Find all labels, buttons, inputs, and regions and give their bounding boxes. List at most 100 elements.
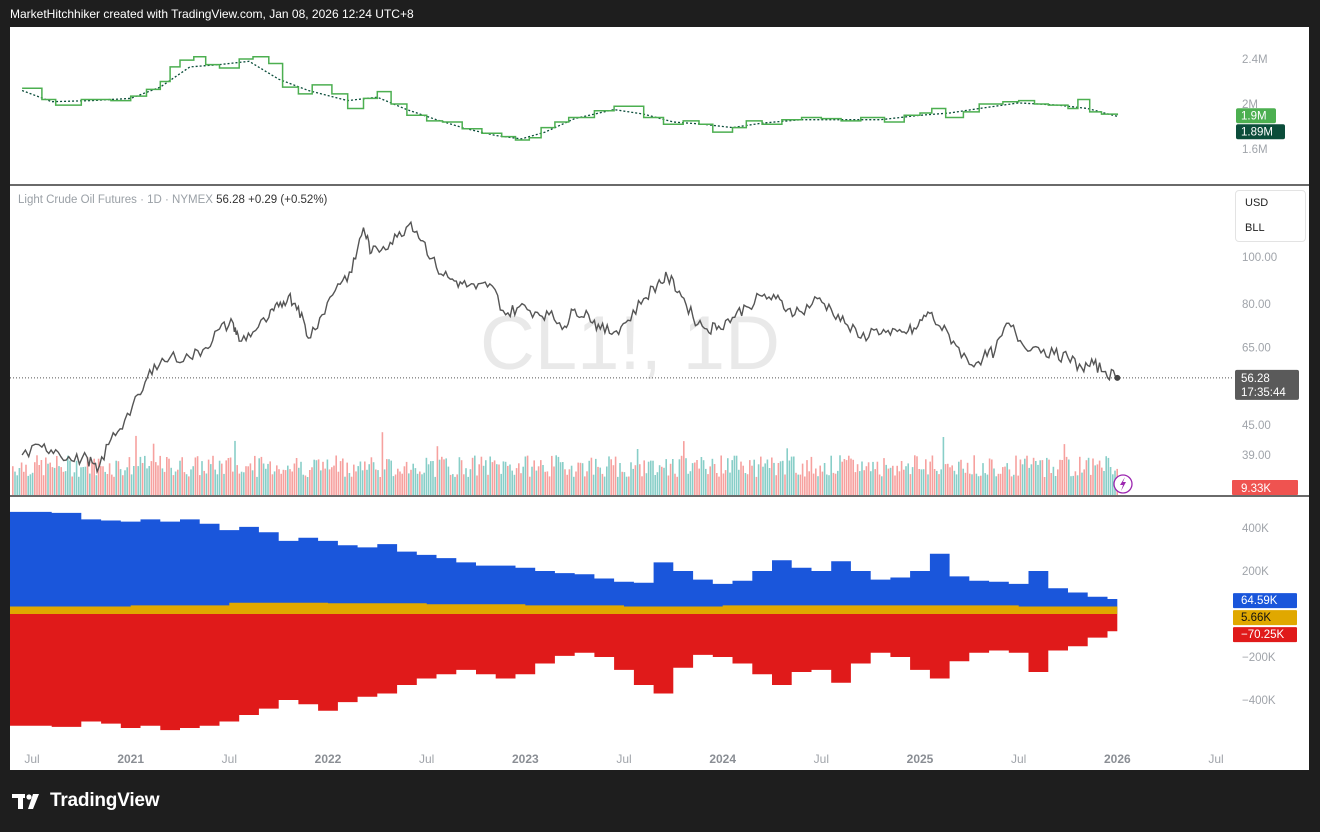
volume-bar <box>95 475 98 495</box>
unit-selector[interactable]: USD BLL <box>1235 190 1306 242</box>
volume-bar <box>1008 469 1011 495</box>
volume-bar <box>1107 457 1110 495</box>
volume-bar <box>447 466 450 495</box>
price-tick-label: 45.00 <box>1242 420 1271 432</box>
volume-bar <box>304 475 307 495</box>
volume-bar <box>245 466 247 495</box>
volume-bar <box>71 476 73 495</box>
volume-bar <box>782 460 784 495</box>
volume-bar <box>126 467 128 495</box>
volume-bar <box>689 471 692 495</box>
volume-bar <box>685 458 687 495</box>
volume-bar <box>841 461 843 495</box>
volume-bar <box>210 464 212 495</box>
volume-bar <box>645 473 648 495</box>
volume-bar <box>45 457 47 495</box>
volume-bar <box>733 455 736 495</box>
symbol-legend[interactable]: Light Crude Oil Futures · 1D · NYMEX 56.… <box>18 194 327 206</box>
cot-yellow-last-value-badge <box>1233 610 1297 626</box>
volume-bar <box>366 469 368 495</box>
volume-bar <box>918 469 920 495</box>
volume-bar <box>515 468 518 495</box>
volume-bar <box>425 457 428 495</box>
volume-bar <box>790 456 793 495</box>
volume-bar <box>896 465 898 495</box>
volume-bar <box>1039 460 1041 495</box>
volume-bar <box>375 469 377 495</box>
volume-bar <box>443 459 445 495</box>
volume-bar <box>566 474 568 495</box>
volume-bar <box>348 473 351 495</box>
volume-bar <box>60 467 62 495</box>
volume-bar <box>205 473 208 495</box>
volume-bar <box>23 471 25 495</box>
volume-bar <box>575 471 577 495</box>
volume-bar <box>524 456 527 495</box>
volume-bar <box>16 475 18 495</box>
volume-bar <box>845 460 848 495</box>
volume-bar <box>878 474 881 495</box>
volume-bar <box>608 456 610 495</box>
volume-bar <box>238 473 241 495</box>
volume-bar <box>830 455 832 495</box>
volume-bar <box>262 463 265 495</box>
volume-bar <box>1024 458 1026 495</box>
volume-bar <box>975 473 978 495</box>
volume-bar <box>51 467 54 495</box>
volume-bar <box>232 471 234 495</box>
volume-bar <box>894 475 896 495</box>
volume-bar <box>641 476 643 495</box>
volume-bar <box>674 473 676 495</box>
volume-bar <box>146 468 148 495</box>
time-axis-label: Jul <box>24 752 39 766</box>
volume-bar <box>1105 456 1107 495</box>
last-price-dot <box>1114 374 1121 381</box>
volume-bar <box>656 472 659 495</box>
volume-bar <box>381 432 384 495</box>
volume-bar <box>326 459 329 495</box>
volume-bar <box>544 471 546 495</box>
volume-bar <box>764 463 766 495</box>
chart-frame[interactable]: 2.4M 2M 1.6M 1.9M 1.89M CL1!, 1D 100.00 80.00 65… <box>10 27 1309 770</box>
volume-bar <box>709 466 711 495</box>
price-line <box>21 220 1118 475</box>
volume-bar <box>623 472 626 495</box>
volume-bar <box>683 441 685 495</box>
brand[interactable]: TradingView <box>12 790 160 812</box>
chart-canvas[interactable]: 2.4M 2M 1.6M 1.9M 1.89M CL1!, 1D 100.00 80.00 65… <box>10 27 1309 770</box>
volume-bar <box>597 466 599 495</box>
volume-bar <box>467 476 469 495</box>
volume-bar <box>456 474 458 495</box>
volume-bar <box>870 471 872 495</box>
volume-bar <box>588 460 590 495</box>
volume-bar <box>595 458 597 495</box>
volume-bar <box>1096 464 1099 495</box>
volume-bar <box>284 470 287 495</box>
volume-bar <box>148 466 150 495</box>
cot-yellow-area <box>10 602 1118 614</box>
volume-bar <box>909 474 912 495</box>
volume-bar <box>720 455 722 495</box>
volume-bar <box>1026 455 1028 495</box>
volume-bar <box>36 455 38 495</box>
volume-bar <box>984 473 986 495</box>
volume-bar <box>432 461 434 495</box>
time-axis-label: 2026 <box>1104 752 1131 766</box>
volume-bar <box>139 456 142 495</box>
volume-bar <box>82 467 84 495</box>
volume-bar <box>947 463 949 495</box>
volume-bar <box>727 458 729 495</box>
unit-option[interactable]: BLL <box>1245 222 1265 234</box>
currency-option[interactable]: USD <box>1245 197 1269 209</box>
volume-bar <box>199 475 201 495</box>
volume-bar <box>735 455 738 495</box>
volume-bar <box>18 468 21 495</box>
volume-bar <box>216 474 219 495</box>
volume-bar <box>892 465 894 495</box>
volume-bar <box>254 455 256 495</box>
volume-bar <box>676 476 678 495</box>
volume-bar <box>438 459 441 495</box>
volume-bar <box>414 468 417 495</box>
volume-bar <box>702 460 705 495</box>
volume-bar <box>122 475 124 495</box>
